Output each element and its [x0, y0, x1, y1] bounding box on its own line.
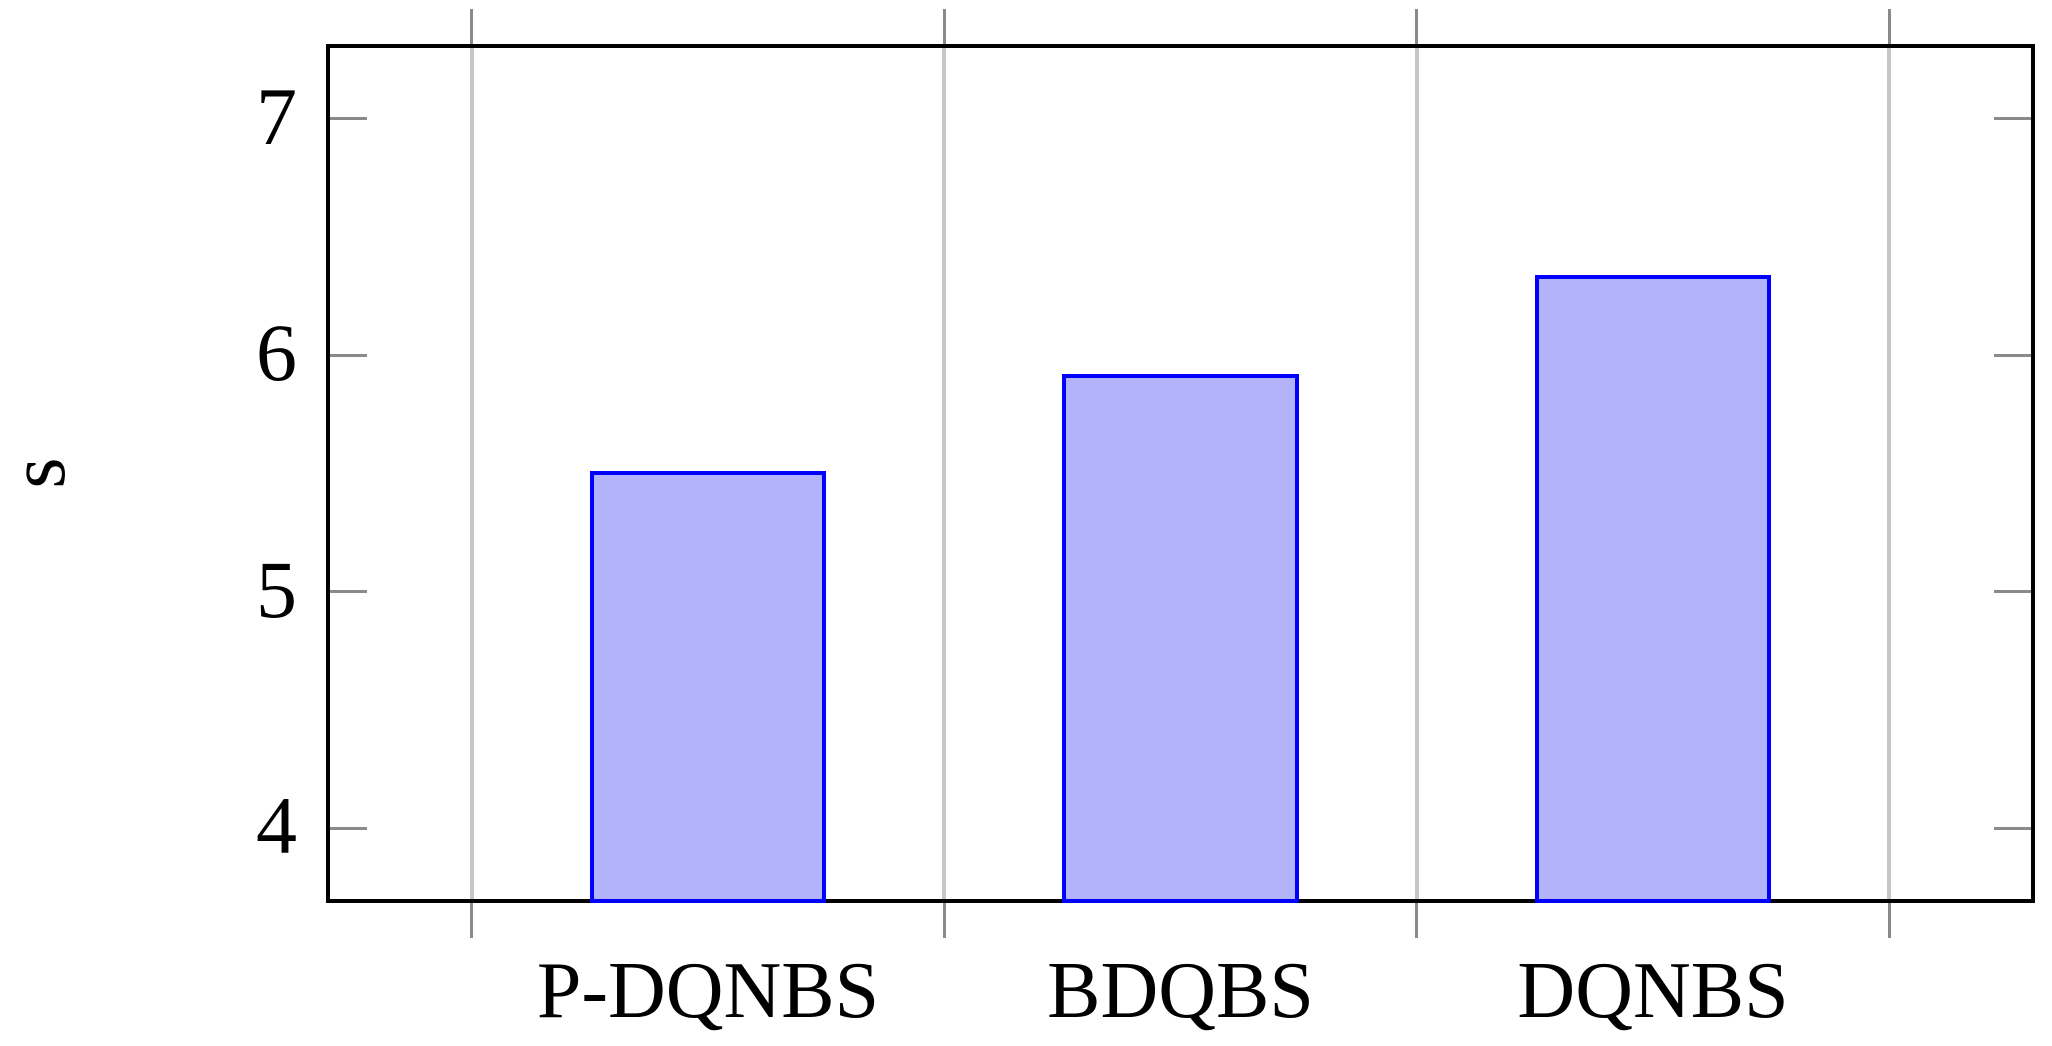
x-gridline	[469, 48, 474, 899]
y-tick-mark-left	[330, 117, 367, 121]
x-tick-mark-bottom	[470, 903, 474, 938]
y-tick-mark-right	[1994, 590, 2031, 594]
bar-p-dqnbs	[589, 471, 827, 903]
x-tick-mark-top	[470, 9, 474, 44]
x-category-label: P-DQNBS	[536, 947, 880, 1035]
plot-area	[326, 9, 2035, 938]
y-tick-mark-right	[1994, 353, 2031, 357]
x-tick-mark-top	[942, 9, 946, 44]
x-tick-mark-bottom	[942, 903, 946, 938]
x-tick-mark-bottom	[1887, 903, 1891, 938]
y-axis-label: s	[0, 457, 82, 489]
y-tick-mark-right	[1994, 117, 2031, 121]
y-tick-label: 4	[256, 780, 297, 872]
x-tick-mark-bottom	[1415, 903, 1419, 938]
y-tick-label: 5	[256, 543, 297, 635]
y-tick-mark-left	[330, 590, 367, 594]
x-tick-mark-top	[1887, 9, 1891, 44]
x-gridline	[942, 48, 947, 899]
x-tick-mark-top	[1415, 9, 1419, 44]
y-tick-mark-right	[1994, 826, 2031, 830]
x-gridline	[1414, 48, 1419, 899]
y-tick-mark-left	[330, 826, 367, 830]
x-category-label: DQNBS	[1517, 947, 1789, 1035]
x-gridline	[1887, 48, 1892, 899]
bar-bdqbs	[1062, 374, 1299, 903]
y-tick-label: 6	[256, 307, 297, 399]
x-category-label: BDQBS	[1047, 947, 1314, 1035]
y-tick-label: 7	[256, 70, 297, 162]
bar-dqnbs	[1534, 274, 1772, 903]
y-tick-mark-left	[330, 353, 367, 357]
